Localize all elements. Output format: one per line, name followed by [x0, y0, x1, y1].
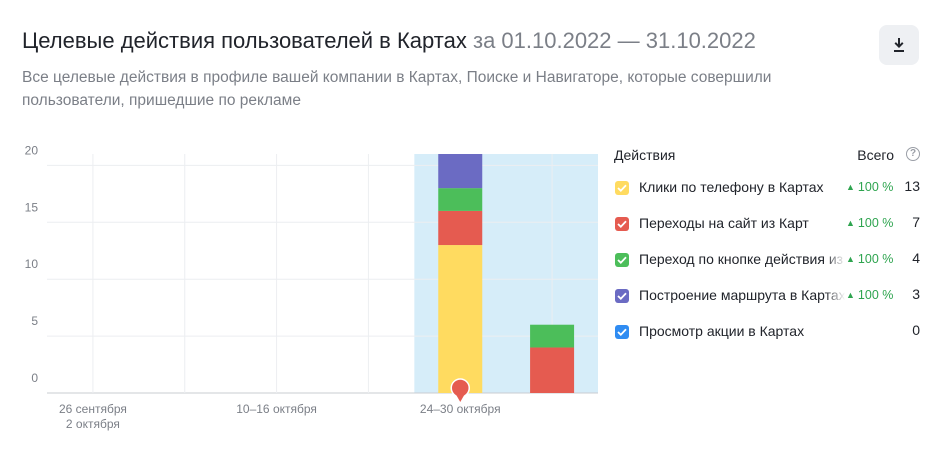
- legend-change: ▲ 100 %: [846, 288, 893, 302]
- legend-checkbox[interactable]: [615, 289, 629, 303]
- legend-change-value: 100 %: [857, 180, 894, 194]
- download-icon: [894, 38, 904, 52]
- legend-item[interactable]: Переходы на сайт из Карт ▲ 100 % 7: [614, 206, 924, 242]
- check-icon: [617, 328, 627, 336]
- help-icon[interactable]: ?: [906, 147, 920, 161]
- x-tick-label: 10–16 октября: [236, 402, 317, 416]
- legend-label: Переход по кнопке действия из Карт: [639, 250, 845, 268]
- x-tick-label: 24–30 октября: [420, 402, 501, 416]
- trend-up-icon: ▲: [846, 218, 855, 228]
- legend-change: ▲ 100 %: [846, 180, 893, 194]
- legend-change: ▲ 100 %: [846, 216, 893, 230]
- check-icon: [617, 184, 627, 192]
- legend-list: Клики по телефону в Картах ▲ 100 % 13 Перехо…: [614, 170, 924, 350]
- bar-segment[interactable]: [438, 154, 483, 189]
- trend-up-icon: ▲: [846, 182, 855, 192]
- x-tick-label: 2 октября: [66, 417, 120, 431]
- check-icon: [617, 256, 627, 264]
- trend-up-icon: ▲: [846, 254, 855, 264]
- legend-total: 13: [904, 178, 920, 194]
- legend-item[interactable]: Просмотр акции в Картах 0: [614, 314, 924, 350]
- legend-actions-header: Действия: [614, 147, 676, 163]
- location-marker-icon[interactable]: [450, 378, 470, 402]
- check-icon: [617, 220, 627, 228]
- y-tick-label: 10: [25, 257, 39, 271]
- legend-total: 7: [912, 214, 920, 230]
- bar-segment[interactable]: [530, 347, 575, 393]
- legend-label: Переходы на сайт из Карт: [639, 214, 845, 232]
- legend-label: Просмотр акции в Картах: [639, 322, 845, 340]
- legend-change-value: 100 %: [857, 216, 894, 230]
- legend-change: ▲ 100 %: [846, 252, 893, 266]
- legend-change-value: 100 %: [857, 288, 894, 302]
- page-subtitle: Все целевые действия в профиле вашей ком…: [22, 69, 772, 109]
- bar-segment[interactable]: [530, 324, 575, 348]
- title-text: Целевые действия пользователей в Картах: [22, 28, 467, 53]
- y-tick-label: 5: [31, 314, 38, 328]
- legend-checkbox[interactable]: [615, 325, 629, 339]
- y-tick-label: 0: [31, 371, 38, 385]
- x-tick-label: 26 сентября: [59, 402, 127, 416]
- legend-panel: Действия Всего ? Клики по телефону в Кар…: [614, 140, 924, 350]
- legend-label: Построение маршрута в Картах: [639, 286, 845, 304]
- y-tick-label: 15: [25, 200, 39, 214]
- download-button[interactable]: [879, 25, 919, 65]
- legend-total: 3: [912, 286, 920, 302]
- legend-header: Действия Всего ?: [614, 140, 924, 170]
- bar-segment[interactable]: [438, 188, 483, 211]
- legend-item[interactable]: Построение маршрута в Картах ▲ 100 % 3: [614, 278, 924, 314]
- bar-segment[interactable]: [438, 210, 483, 246]
- page-title: Целевые действия пользователей в Картах …: [22, 26, 882, 56]
- legend-item[interactable]: Переход по кнопке действия из Карт▲100 %…: [614, 242, 924, 278]
- legend-total: 4: [912, 250, 920, 266]
- legend-checkbox[interactable]: [615, 217, 629, 231]
- legend-label: Клики по телефону в Картах: [639, 178, 845, 196]
- legend-change-value: 100 %: [857, 252, 894, 266]
- title-period: за 01.10.2022 — 31.10.2022: [472, 28, 756, 53]
- y-tick-label: 20: [25, 143, 39, 157]
- check-icon: [617, 292, 627, 300]
- legend-checkbox[interactable]: [615, 253, 629, 267]
- trend-up-icon: ▲: [846, 290, 855, 300]
- bar-segment[interactable]: [438, 245, 483, 393]
- legend-total-header: Всего: [857, 147, 894, 163]
- legend-item[interactable]: Клики по телефону в Картах ▲ 100 % 13: [614, 170, 924, 206]
- chart-header: Целевые действия пользователей в Картах …: [22, 26, 882, 56]
- legend-checkbox[interactable]: [615, 181, 629, 195]
- legend-total: 0: [912, 322, 920, 338]
